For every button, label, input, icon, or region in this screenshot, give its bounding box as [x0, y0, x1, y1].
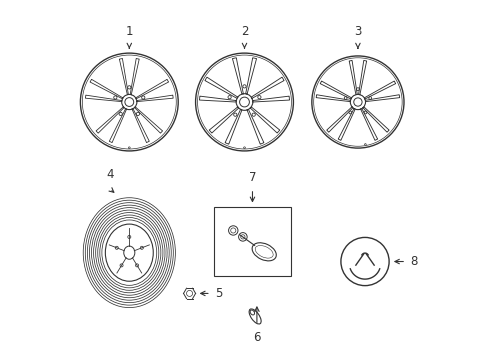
Circle shape: [233, 113, 236, 116]
Text: 5: 5: [215, 287, 222, 300]
Circle shape: [127, 235, 131, 238]
Circle shape: [122, 94, 137, 109]
Circle shape: [228, 226, 238, 235]
Circle shape: [115, 246, 118, 249]
Circle shape: [364, 144, 366, 145]
Text: 2: 2: [240, 24, 248, 37]
Circle shape: [243, 147, 245, 149]
Circle shape: [364, 111, 366, 114]
Circle shape: [252, 113, 255, 116]
Circle shape: [136, 112, 139, 116]
Circle shape: [186, 291, 192, 296]
Circle shape: [119, 112, 122, 116]
Circle shape: [257, 95, 261, 99]
Ellipse shape: [248, 309, 261, 324]
Circle shape: [356, 88, 359, 90]
Circle shape: [353, 98, 361, 106]
Ellipse shape: [252, 243, 276, 261]
Circle shape: [227, 95, 231, 99]
Circle shape: [348, 111, 351, 114]
Circle shape: [124, 98, 133, 107]
Text: 6: 6: [253, 330, 260, 344]
Text: 1: 1: [125, 24, 133, 37]
Text: 4: 4: [106, 168, 113, 181]
Circle shape: [120, 264, 123, 267]
Text: 8: 8: [409, 255, 417, 268]
Circle shape: [349, 94, 365, 110]
Circle shape: [128, 147, 130, 149]
Circle shape: [114, 96, 117, 99]
Circle shape: [127, 86, 131, 89]
Text: 7: 7: [248, 171, 256, 184]
Ellipse shape: [250, 310, 254, 315]
Circle shape: [239, 97, 249, 107]
Circle shape: [236, 94, 252, 110]
Circle shape: [340, 238, 388, 285]
Circle shape: [243, 85, 245, 88]
Circle shape: [142, 96, 144, 99]
Circle shape: [140, 246, 143, 249]
Circle shape: [238, 233, 246, 241]
Circle shape: [368, 96, 371, 99]
Ellipse shape: [105, 224, 153, 281]
Circle shape: [135, 264, 138, 267]
Circle shape: [344, 96, 346, 99]
Ellipse shape: [123, 246, 135, 259]
Bar: [214, 207, 290, 276]
Text: 3: 3: [353, 24, 361, 37]
